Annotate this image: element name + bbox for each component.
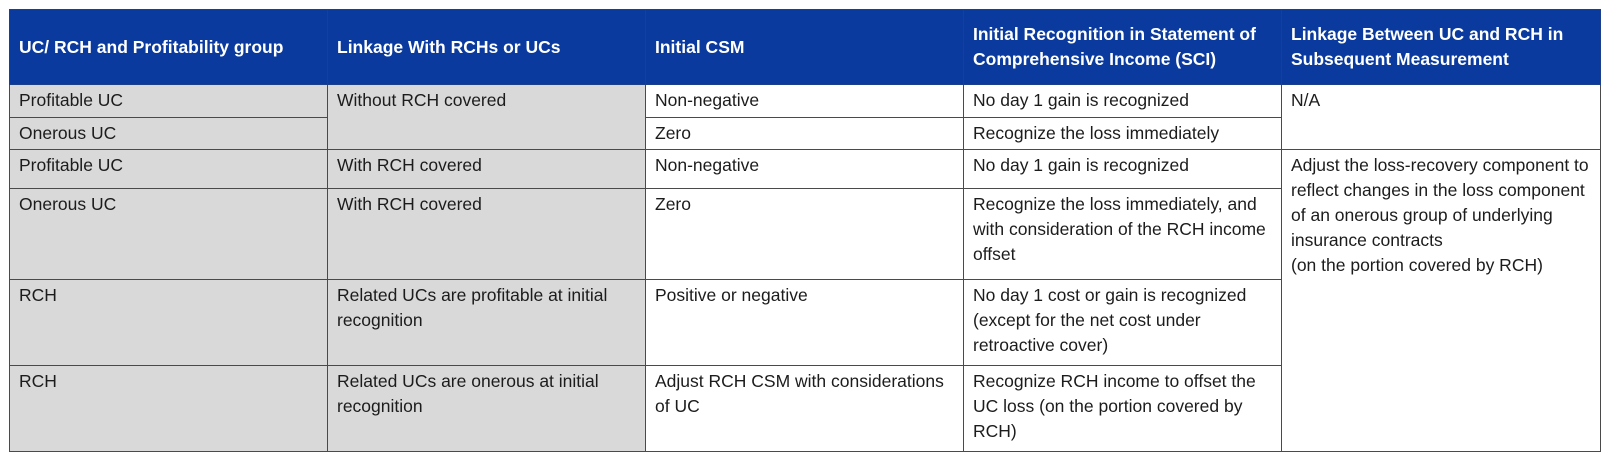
cell-linkage: Related UCs are onerous at initial recog…: [327, 365, 646, 452]
table-row: RCH Related UCs are onerous at initial r…: [9, 365, 1601, 452]
header-group: UC/ RCH and Profitability group: [9, 9, 328, 85]
cell-group: Profitable UC: [9, 149, 328, 189]
header-linkage: Linkage With RCHs or UCs: [327, 9, 646, 85]
cell-initial-csm: Non-negative: [645, 84, 964, 118]
uc-rch-comparison-table: UC/ RCH and Profitability group Linkage …: [9, 9, 1601, 452]
cell-subsequent: Adjust the loss-recovery component to re…: [1281, 149, 1601, 452]
header-initial-recognition-sci: Initial Recognition in Statement of Comp…: [963, 9, 1282, 85]
table-row: Onerous UC Zero Recognize the loss immed…: [9, 117, 1601, 150]
table-header-row: UC/ RCH and Profitability group Linkage …: [9, 9, 1601, 85]
table-row: RCH Related UCs are profitable at initia…: [9, 279, 1601, 366]
cell-initial-csm: Non-negative: [645, 149, 964, 189]
cell-group: Onerous UC: [9, 117, 328, 150]
cell-initial-csm: Adjust RCH CSM with considerations of UC: [645, 365, 964, 452]
cell-sci: No day 1 gain is recognized: [963, 149, 1282, 189]
header-initial-csm: Initial CSM: [645, 9, 964, 85]
table-row: Onerous UC With RCH covered Zero Recogni…: [9, 188, 1601, 280]
cell-group: Profitable UC: [9, 84, 328, 118]
cell-initial-csm: Positive or negative: [645, 279, 964, 366]
cell-sci: Recognize the loss immediately, and with…: [963, 188, 1282, 280]
cell-sci: No day 1 gain is recognized: [963, 84, 1282, 118]
cell-initial-csm: Zero: [645, 117, 964, 150]
cell-subsequent: N/A: [1281, 84, 1601, 150]
cell-sci: No day 1 cost or gain is recognized (exc…: [963, 279, 1282, 366]
cell-linkage: Without RCH covered: [327, 84, 646, 150]
cell-linkage: Related UCs are profitable at initial re…: [327, 279, 646, 366]
cell-sci: Recognize RCH income to offset the UC lo…: [963, 365, 1282, 452]
cell-linkage: With RCH covered: [327, 188, 646, 280]
cell-group: RCH: [9, 365, 328, 452]
cell-sci: Recognize the loss immediately: [963, 117, 1282, 150]
table-row: Profitable UC With RCH covered Non-negat…: [9, 149, 1601, 452]
cell-group: RCH: [9, 279, 328, 366]
cell-group: Onerous UC: [9, 188, 328, 280]
cell-initial-csm: Zero: [645, 188, 964, 280]
table-row: Profitable UC Without RCH covered Non-ne…: [9, 84, 1601, 150]
header-subsequent-measurement: Linkage Between UC and RCH in Subsequent…: [1281, 9, 1601, 85]
cell-linkage: With RCH covered: [327, 149, 646, 189]
comparison-table-container: UC/ RCH and Profitability group Linkage …: [9, 9, 1601, 452]
